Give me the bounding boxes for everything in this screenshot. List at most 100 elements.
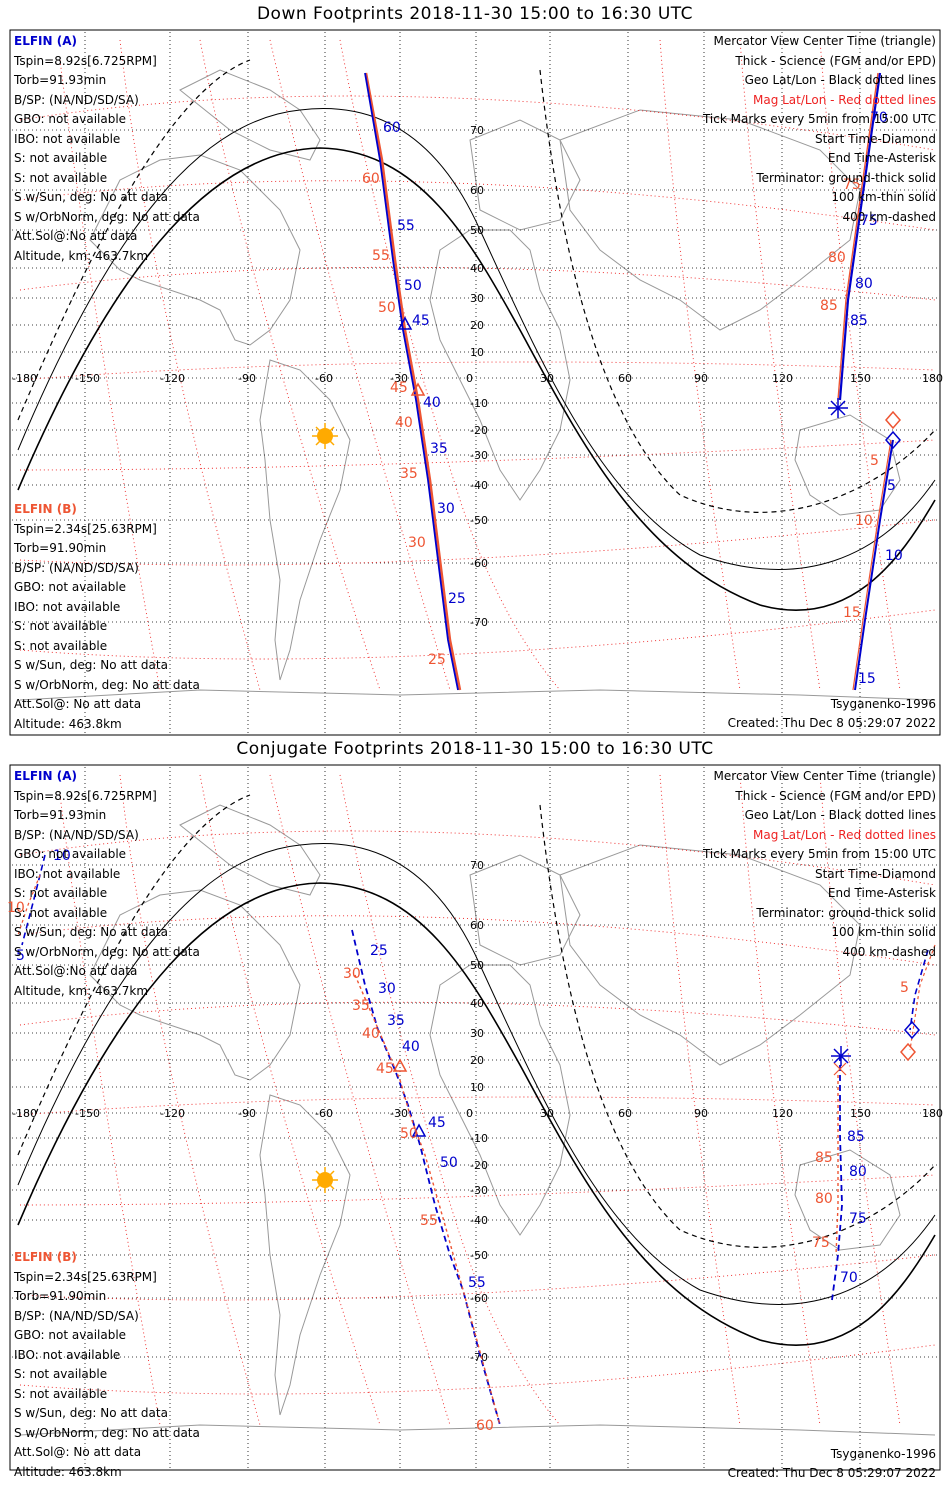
elfin-b-tick-label: 5 <box>900 980 909 996</box>
info-line: Att.Sol@:No att data <box>14 964 138 978</box>
info-line: S: not available <box>14 1386 108 1401</box>
lat-tick-label: -30 <box>470 1184 488 1197</box>
elfin-a-lines: Tspin=8.92s[6.725RPM] Torb=91.93min B/SP: … <box>14 52 200 267</box>
info-line: Start Time-Diamond <box>814 866 936 881</box>
created-label: Created: Thu Dec 8 05:29:07 2022 <box>727 716 936 730</box>
lon-tick-label: -150 <box>75 1107 100 1120</box>
info-line: 100 km-thin solid <box>831 190 936 204</box>
elfin-b-tick-label: 45 <box>390 380 408 396</box>
elfin-a-tick-label: 55 <box>468 1275 486 1291</box>
elfin-a-track-northwest <box>21 854 46 946</box>
end-asterisk-icon <box>831 1046 851 1066</box>
elfin-a-tick-label: 40 <box>402 1039 420 1055</box>
elfin-b-tick-label: 75 <box>812 1235 830 1251</box>
elfin-b-tick-label: 25 <box>428 652 446 668</box>
elfin-b-tick-label: 45 <box>376 1061 394 1077</box>
map-frame <box>9 29 941 736</box>
elfin-b-info: ELFIN (B) Tspin=2.34s[25.63RPM] Torb=91.9… <box>14 500 200 734</box>
lon-tick-label: 60 <box>618 372 632 385</box>
info-line: Mercator View Center Time (triangle) <box>713 769 936 783</box>
panel-title-conjugate: Conjugate Footprints 2018-11-30 15:00 to… <box>236 739 714 759</box>
info-line: S: not available <box>14 905 108 920</box>
elfin-a-tick-label: 10 <box>53 848 71 864</box>
legend: Mercator View Center Time (triangle) Thic… <box>703 767 936 962</box>
elfin-b-tick-label: 55 <box>372 248 390 264</box>
info-line: S w/Sun, deg: No att data <box>14 1406 168 1420</box>
info-line: S w/OrbNorm, deg: No att data <box>14 209 200 224</box>
lon-tick-label: 90 <box>694 1107 708 1120</box>
elfin-a-header: ELFIN (A) <box>14 34 77 48</box>
sun-rays <box>312 1167 338 1193</box>
lon-tick-label: -30 <box>390 1107 408 1120</box>
start-diamond-icon <box>885 410 901 430</box>
info-line: GBO: not available <box>14 112 127 126</box>
info-line: Altitude, km: 463.7km <box>14 983 149 998</box>
info-line: Mag Lat/Lon - Red dotted lines <box>752 92 936 107</box>
lat-tick-label: 60 <box>470 919 484 932</box>
elfin-b-tick-label: 40 <box>395 415 413 431</box>
info-line: 400 km-dashed <box>842 944 936 959</box>
elfin-a-track-east <box>838 72 882 401</box>
lat-tick-label: -20 <box>470 424 488 437</box>
model-label: Tsyganenko-1996 <box>830 1447 936 1461</box>
lat-tick-label: -60 <box>470 1292 488 1305</box>
elfin-a-tick-label: 85 <box>847 1129 865 1145</box>
info-line: Terminator: ground-thick solid <box>756 170 936 185</box>
lon-tick-label: 150 <box>850 1107 871 1120</box>
elfin-b-tick-label: 50 <box>400 1126 418 1142</box>
info-line: Tick Marks every 5min from 15:00 UTC <box>702 847 936 861</box>
info-line: Torb=91.93min <box>14 808 107 822</box>
info-line: Mercator View Center Time (triangle) <box>713 34 936 48</box>
end-asterisk-icon <box>833 1062 847 1076</box>
elfin-b-tick-label: 85 <box>815 1150 833 1166</box>
lat-tick-label: 10 <box>470 346 484 359</box>
elfin-b-tick-label: 30 <box>343 966 361 982</box>
elfin-a-track-south <box>854 439 894 691</box>
axis-labels: -180 -150 -120 -90 -60 -30 0 30 60 90 120 150 180 70 6… <box>12 859 943 1364</box>
elfin-a-track <box>351 929 501 1426</box>
info-line: Att.Sol@:No att data <box>14 229 138 243</box>
lon-tick-label: 0 <box>466 1107 473 1120</box>
center-triangle-icon <box>410 382 426 396</box>
elfin-a-tick-label: 55 <box>397 218 415 234</box>
elfin-b-tick-label: 60 <box>476 1418 494 1434</box>
elfin-b-lines: Tspin=2.34s[25.63RPM] Torb=91.90min B/SP: … <box>14 520 200 735</box>
elfin-b-header: ELFIN (B) <box>14 1250 77 1264</box>
info-line: S: not available <box>14 151 108 165</box>
info-line: Torb=91.93min <box>14 73 107 87</box>
elfin-b-tick-label: 85 <box>820 298 838 314</box>
info-line: Tspin=8.92s[6.725RPM] <box>14 788 157 803</box>
lat-tick-label: -50 <box>470 514 488 527</box>
elfin-a-header: ELFIN (A) <box>14 769 77 783</box>
lat-tick-label: 70 <box>470 859 484 872</box>
elfin-a-track-northeast <box>909 949 929 1031</box>
info-line: IBO: not available <box>14 866 121 881</box>
info-line: S: not available <box>14 886 108 900</box>
lon-tick-label: -180 <box>12 372 37 385</box>
elfin-b-tick-label: 80 <box>815 1191 833 1207</box>
elfin-a-tick-label: 25 <box>448 591 466 607</box>
lon-tick-label: 30 <box>540 372 554 385</box>
info-line: Tspin=2.34s[25.63RPM] <box>14 521 157 536</box>
elfin-a-lines: Tspin=8.92s[6.725RPM] Torb=91.93min B/SP: … <box>14 787 200 1002</box>
info-line: Altitude: 463.8km <box>14 1464 122 1479</box>
elfin-a-track <box>364 72 459 691</box>
elfin-a-track-east <box>831 1055 843 1301</box>
info-line: Torb=91.90min <box>14 541 107 555</box>
lat-tick-label: -70 <box>470 1351 488 1364</box>
elfin-a-tick-label: 75 <box>860 213 878 229</box>
lon-tick-label: -90 <box>238 372 256 385</box>
info-line: Tspin=8.92s[6.725RPM] <box>14 53 157 68</box>
elfin-b-tick-label: 15 <box>843 605 861 621</box>
center-triangle-icon <box>392 1058 408 1072</box>
elfin-a-tick-label: 50 <box>440 1155 458 1171</box>
elfin-a-tick-label: 25 <box>370 943 388 959</box>
lon-tick-label: 180 <box>922 1107 943 1120</box>
sun-rays <box>312 423 338 449</box>
lon-tick-label: 60 <box>618 1107 632 1120</box>
elfin-a-tick-label: 5 <box>887 478 896 494</box>
start-diamond-icon <box>885 430 901 450</box>
elfin-b-tick-label: 35 <box>400 466 418 482</box>
lon-tick-label: 180 <box>922 372 943 385</box>
elfin-b-track-northwest <box>17 874 41 936</box>
